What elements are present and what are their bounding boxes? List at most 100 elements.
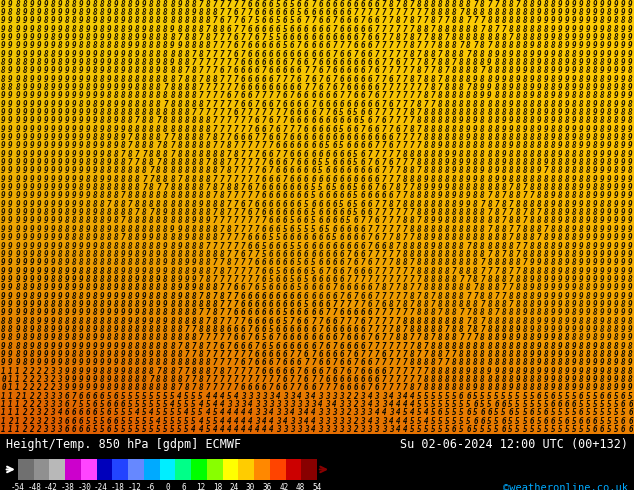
Text: 5: 5 — [339, 142, 344, 150]
Text: 6: 6 — [93, 392, 98, 401]
Text: 9: 9 — [51, 83, 55, 92]
Text: 6: 6 — [290, 192, 295, 200]
Text: 7: 7 — [234, 208, 238, 217]
Text: 3: 3 — [361, 392, 365, 401]
Text: 6: 6 — [346, 242, 351, 250]
Text: 6: 6 — [262, 58, 266, 67]
Text: 7: 7 — [219, 108, 224, 117]
Text: 7: 7 — [368, 8, 372, 17]
Text: 9: 9 — [72, 192, 76, 200]
Text: 8: 8 — [466, 8, 471, 17]
Text: 5: 5 — [508, 416, 513, 426]
Text: 7: 7 — [219, 125, 224, 134]
Text: 9: 9 — [607, 58, 612, 67]
Text: 6: 6 — [368, 117, 372, 125]
Text: 5: 5 — [522, 392, 527, 401]
Text: 6: 6 — [262, 267, 266, 275]
Text: 8: 8 — [488, 108, 492, 117]
Text: 8: 8 — [72, 300, 76, 309]
Text: 8: 8 — [515, 8, 520, 17]
Text: 8: 8 — [515, 283, 520, 292]
Text: 9: 9 — [36, 192, 41, 200]
Text: 6: 6 — [283, 192, 288, 200]
Text: 6: 6 — [536, 392, 541, 401]
Text: 6: 6 — [353, 308, 358, 317]
Text: 8: 8 — [178, 117, 182, 125]
Text: 8: 8 — [529, 342, 534, 350]
Text: 9: 9 — [607, 41, 612, 50]
Text: 4: 4 — [184, 408, 189, 417]
Text: 9: 9 — [15, 92, 20, 100]
Text: 3: 3 — [58, 383, 62, 392]
Text: 6: 6 — [621, 425, 626, 434]
Text: 6: 6 — [628, 400, 633, 409]
Text: 6: 6 — [339, 100, 344, 109]
Text: 4: 4 — [424, 416, 429, 426]
Text: 8: 8 — [466, 217, 471, 225]
Text: 6: 6 — [339, 8, 344, 17]
Text: 9: 9 — [65, 308, 69, 317]
Text: 7: 7 — [396, 250, 400, 259]
Text: 6: 6 — [283, 183, 288, 192]
Text: 6: 6 — [283, 58, 288, 67]
Text: 7: 7 — [248, 350, 252, 359]
Text: 9: 9 — [15, 24, 20, 34]
Text: 8: 8 — [621, 150, 626, 159]
Text: 8: 8 — [219, 267, 224, 275]
Text: 8: 8 — [459, 350, 463, 359]
Text: 8: 8 — [142, 125, 146, 134]
Text: 5: 5 — [452, 416, 456, 426]
Text: 8: 8 — [495, 66, 499, 75]
Text: 4: 4 — [368, 400, 372, 409]
Text: 8: 8 — [163, 192, 168, 200]
Text: 8: 8 — [431, 125, 436, 134]
Text: 7: 7 — [459, 275, 463, 284]
Text: 4: 4 — [219, 392, 224, 401]
Text: 9: 9 — [600, 300, 605, 309]
Text: 9: 9 — [529, 83, 534, 92]
Text: 3: 3 — [339, 408, 344, 417]
Text: 6: 6 — [339, 175, 344, 184]
Text: 6: 6 — [248, 58, 252, 67]
Text: 9: 9 — [614, 258, 619, 267]
Text: 7: 7 — [389, 16, 393, 25]
Text: 7: 7 — [389, 117, 393, 125]
Text: 8: 8 — [22, 66, 27, 75]
Text: 8: 8 — [579, 350, 583, 359]
Text: 7: 7 — [318, 74, 323, 84]
Text: 9: 9 — [93, 58, 98, 67]
Text: 9: 9 — [522, 367, 527, 376]
Text: 7: 7 — [410, 66, 415, 75]
Text: 9: 9 — [558, 250, 562, 259]
Text: 5: 5 — [304, 300, 309, 309]
Text: 8: 8 — [438, 117, 443, 125]
Text: 9: 9 — [29, 242, 34, 250]
Text: 8: 8 — [551, 41, 555, 50]
Text: 9: 9 — [628, 133, 633, 142]
Text: 7: 7 — [262, 92, 266, 100]
Text: 6: 6 — [241, 300, 245, 309]
Text: 8: 8 — [191, 117, 196, 125]
Text: 8: 8 — [79, 183, 83, 192]
Text: 6: 6 — [353, 24, 358, 34]
Text: 8: 8 — [424, 225, 429, 234]
Text: 9: 9 — [107, 133, 112, 142]
Text: 8: 8 — [459, 175, 463, 184]
Text: 9: 9 — [1, 225, 6, 234]
Text: 8: 8 — [488, 66, 492, 75]
Text: 8: 8 — [51, 0, 55, 9]
Text: 8: 8 — [466, 58, 471, 67]
Text: 1: 1 — [15, 400, 20, 409]
Text: 9: 9 — [621, 8, 626, 17]
Text: 8: 8 — [212, 300, 217, 309]
Text: 8: 8 — [501, 8, 506, 17]
Text: 5: 5 — [304, 225, 309, 234]
Text: 9: 9 — [8, 300, 13, 309]
Text: 9: 9 — [22, 275, 27, 284]
Text: 8: 8 — [198, 16, 203, 25]
Text: 8: 8 — [501, 325, 506, 334]
Text: 9: 9 — [15, 158, 20, 167]
Text: 8: 8 — [431, 283, 436, 292]
Text: 7: 7 — [389, 49, 393, 59]
Text: 8: 8 — [424, 233, 429, 242]
